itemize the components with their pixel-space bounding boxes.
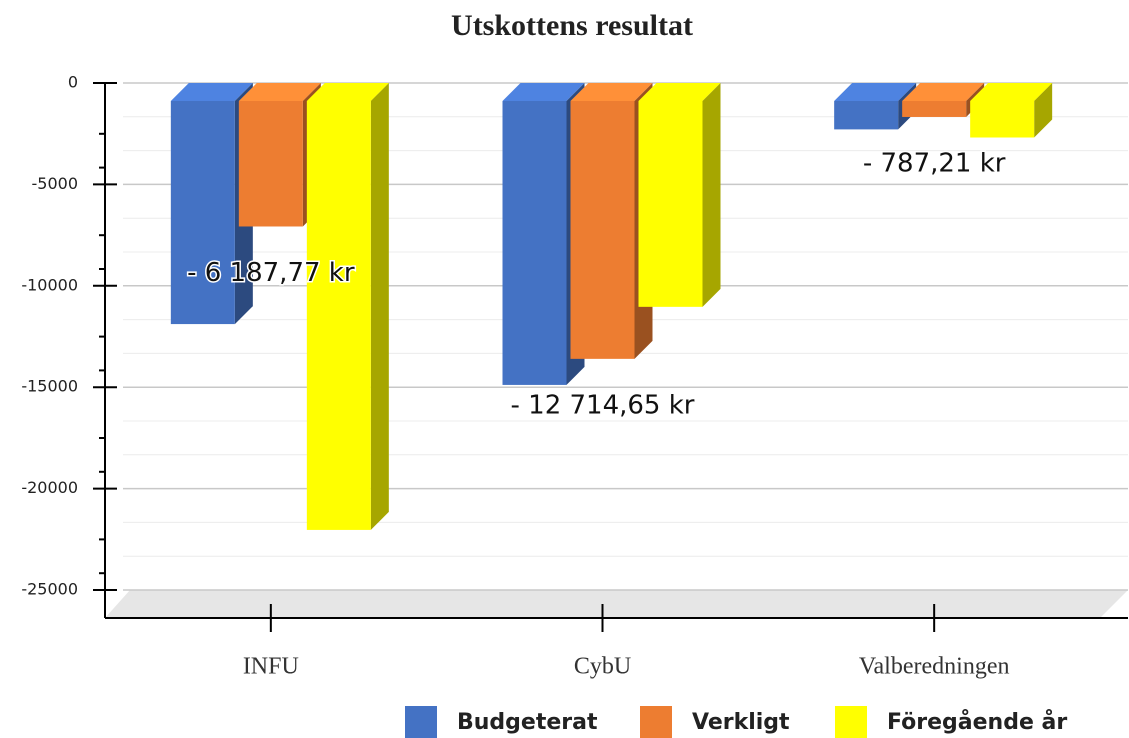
legend-swatch	[405, 706, 437, 738]
bar-top	[638, 83, 721, 101]
bar-top	[238, 83, 321, 101]
floor	[105, 590, 1128, 618]
y-tick-label: -5000	[32, 174, 79, 193]
legend-swatch	[835, 706, 867, 738]
x-tick-label: CybU	[574, 654, 631, 680]
bar-top	[570, 83, 653, 101]
bar-top	[170, 83, 253, 101]
y-tick-label: 0	[68, 73, 78, 92]
bar-top	[834, 83, 917, 101]
legend-label: Föregående år	[887, 709, 1067, 735]
bar	[638, 101, 703, 307]
bar	[238, 101, 303, 227]
chart-title: Utskottens resultat	[451, 9, 693, 42]
bar-side	[370, 83, 389, 530]
bar	[970, 101, 1035, 138]
bar	[306, 101, 371, 530]
y-tick-label: -20000	[21, 478, 78, 497]
y-tick-label: -10000	[21, 275, 78, 294]
bar	[902, 101, 967, 117]
bar	[834, 101, 899, 130]
bar-side	[702, 83, 721, 307]
y-tick-label: -25000	[21, 580, 78, 599]
bar-top	[970, 83, 1053, 101]
x-tick-label: INFU	[243, 654, 299, 680]
bar-top	[902, 83, 985, 101]
legend-label: Verkligt	[692, 710, 790, 735]
bar	[570, 101, 635, 359]
data-label: - 787,21 kr	[863, 148, 1006, 178]
legend-label: Budgeterat	[457, 710, 598, 735]
bar-side	[1034, 83, 1053, 138]
x-tick-label: Valberedningen	[859, 654, 1010, 680]
data-label: - 6 187,77 kr	[187, 258, 355, 288]
data-label: - 12 714,65 kr	[511, 390, 695, 420]
bar-top	[502, 83, 585, 101]
bar	[170, 101, 235, 325]
y-tick-label: -15000	[21, 377, 78, 396]
bar	[502, 101, 567, 385]
bar-top	[306, 83, 389, 101]
legend-swatch	[640, 706, 672, 738]
